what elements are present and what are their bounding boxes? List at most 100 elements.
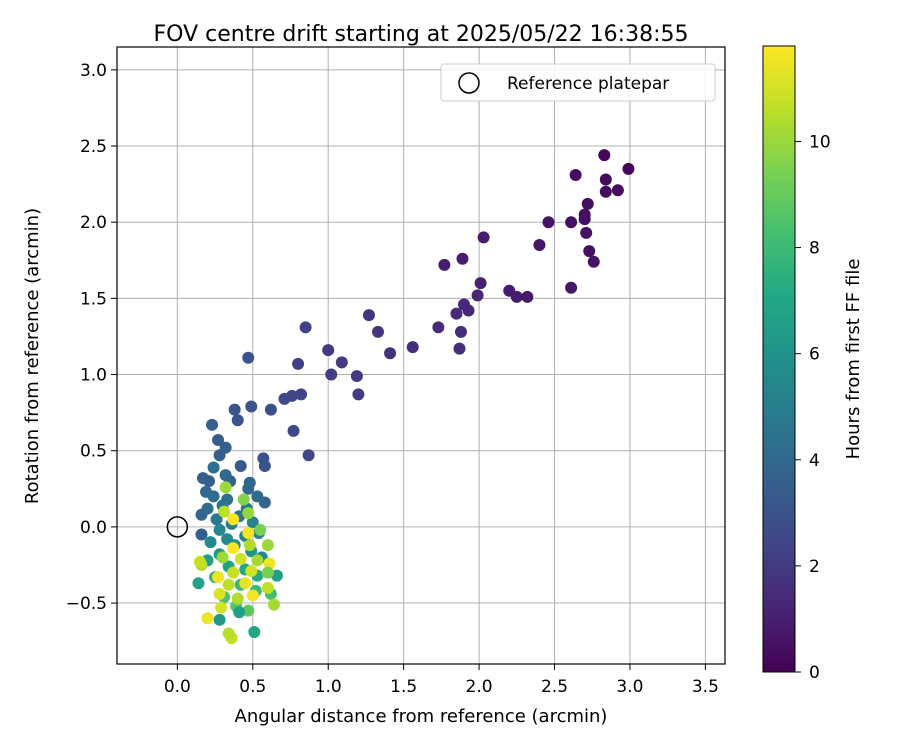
data-point [227,542,240,555]
data-point [565,281,578,294]
data-point [228,403,241,416]
data-point [193,555,206,568]
data-point [406,341,419,354]
data-point [292,357,305,370]
data-point [245,565,258,578]
data-point [299,321,312,334]
data-point [325,368,338,381]
data-point [287,424,300,437]
colorbar-tick-label: 8 [809,239,820,259]
data-point [521,290,534,303]
x-tick-label: 0.0 [164,677,191,697]
data-point [251,554,264,567]
data-point [210,513,223,526]
data-point [581,197,594,210]
data-point [213,587,226,600]
data-point [203,475,216,488]
data-point [242,482,255,495]
colorbar-label: Hours from first FF file [843,259,864,460]
data-point [580,226,593,239]
y-tick-label: 0.0 [80,518,107,538]
colorbar-tick-label: 6 [809,345,820,365]
data-point [261,581,274,594]
data-point [234,459,247,472]
data-point [462,304,475,317]
x-tick-label: 3.5 [692,677,719,697]
data-point [242,351,255,364]
data-point [456,252,469,265]
grid-lines [117,47,725,664]
data-point [243,539,256,552]
data-point [227,566,240,579]
y-tick-label: 2.0 [80,213,107,233]
data-point [245,400,258,413]
data-point [278,392,291,405]
data-point [611,184,624,197]
data-point [212,571,225,584]
colorbar-ticks: 0 2 4 6 8 10 [795,132,831,683]
data-point [234,552,247,565]
data-point [246,516,259,529]
legend-box [440,63,716,102]
data-point [270,569,283,582]
colorbar-tick-label: 4 [809,451,820,471]
data-point [204,536,217,549]
data-point [450,307,463,320]
data-point [212,434,225,447]
legend-entry-reference: Reference platepar [507,74,669,94]
data-point [583,245,596,258]
data-point [219,481,232,494]
data-point [454,325,467,338]
x-tick-label: 2.5 [541,677,568,697]
data-point [213,449,226,462]
data-point [222,578,235,591]
data-point [215,601,228,614]
data-point [231,592,244,605]
data-point [372,325,385,338]
data-point [227,513,240,526]
colorbar-tick-label: 10 [809,132,831,152]
y-tick-label: 1.0 [80,366,107,386]
data-point [578,213,591,226]
x-axis-label: Angular distance from reference (arcmin) [235,706,608,727]
y-tick-label: 3.0 [80,61,107,81]
legend: Reference platepar [440,63,716,102]
data-point [248,626,261,639]
legend-marker [458,72,480,94]
data-point [622,162,635,175]
data-point [213,523,226,536]
data-point [477,231,490,244]
data-point [195,508,208,521]
y-tick-label: 2.5 [80,137,107,157]
y-axis-ticks: −0.5 0.0 0.5 1.0 1.5 2.0 2.5 3.0 [66,61,117,614]
data-point [474,277,487,290]
data-point [261,566,274,579]
data-point [237,493,250,506]
data-point [438,258,451,271]
data-point [218,505,231,518]
data-point [201,612,214,625]
y-axis-label: Rotation from reference (arcmin) [22,208,43,504]
data-point [587,255,600,268]
data-point [295,388,308,401]
data-point [258,496,271,509]
data-point [335,356,348,369]
x-axis-ticks: 0.0 0.5 1.0 1.5 2.0 2.5 3.0 3.5 [164,664,719,697]
x-tick-label: 0.5 [239,677,266,697]
data-point [242,526,255,539]
data-point [453,342,466,355]
colorbar [762,45,796,673]
data-point [510,290,523,303]
data-point [599,185,612,198]
data-point [195,528,208,541]
reference-marker [166,516,189,538]
data-point [206,418,219,431]
y-tick-label: −0.5 [66,594,107,614]
data-point [242,604,255,617]
data-point [261,539,274,552]
data-point [222,627,235,640]
chart-title: FOV centre drift starting at 2025/05/22 … [154,22,689,47]
data-point [213,613,226,626]
data-point [598,149,611,162]
